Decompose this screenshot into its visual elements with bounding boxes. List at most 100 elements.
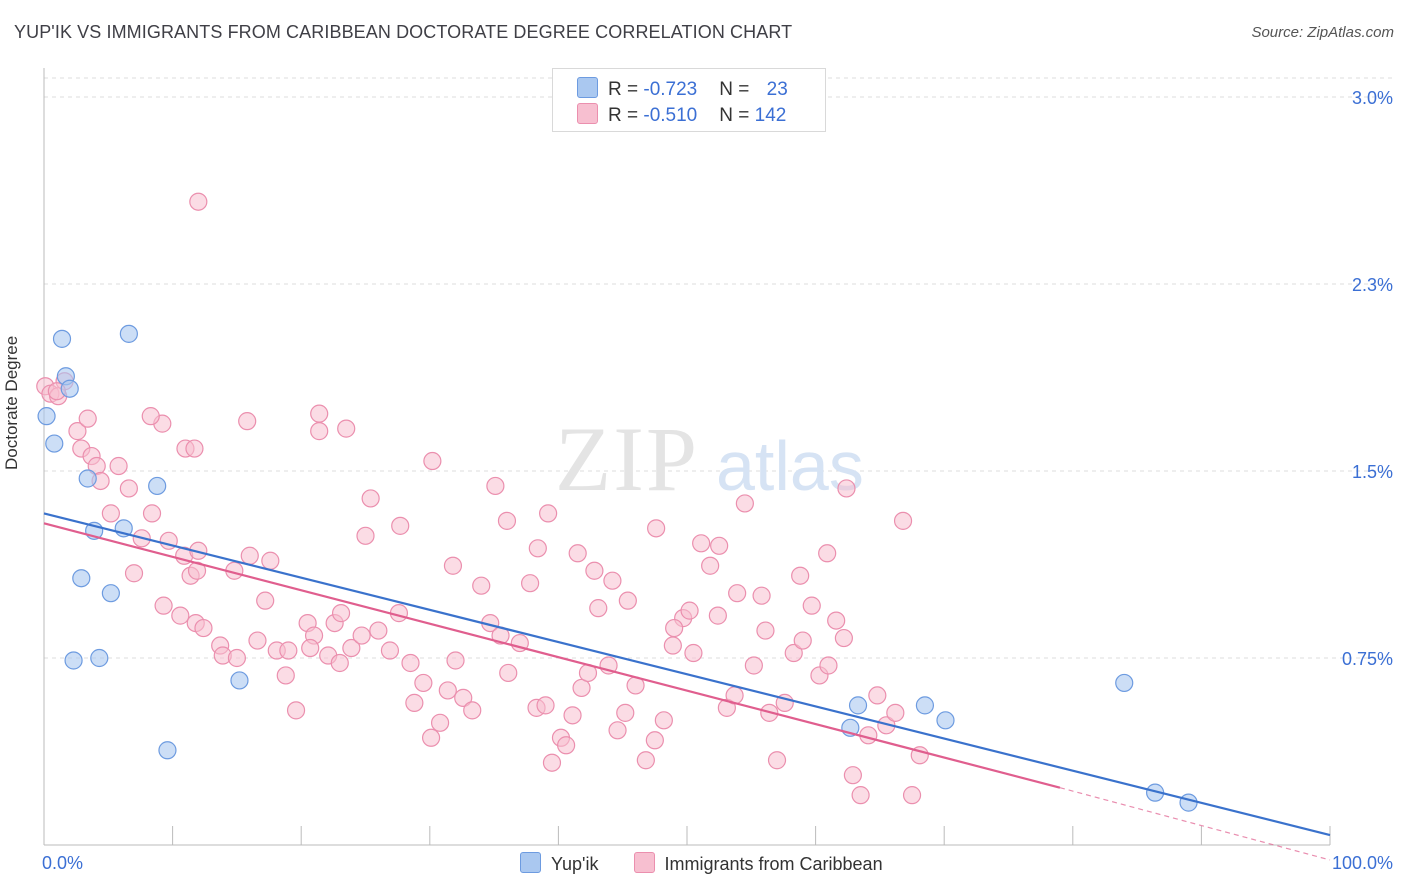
data-point-caribbean: [663, 636, 682, 655]
data-point-caribbean: [791, 566, 810, 585]
data-point-caribbean: [330, 653, 349, 673]
watermark-zip: ZIP: [555, 408, 699, 510]
data-point-caribbean: [636, 751, 655, 770]
data-point-caribbean: [708, 606, 727, 625]
data-point-caribbean: [331, 604, 351, 623]
y-tick-label: 2.3%: [1352, 275, 1393, 295]
data-point-caribbean: [405, 693, 424, 712]
data-point-yupik: [848, 696, 868, 715]
data-point-caribbean: [238, 412, 257, 431]
data-point-yupik: [101, 584, 120, 603]
y-tick-label: 3.0%: [1352, 88, 1393, 108]
data-point-caribbean: [401, 653, 420, 673]
trend-line-caribbean-extension: [1059, 787, 1331, 861]
data-point-caribbean: [361, 489, 380, 508]
series-caribbean: [36, 192, 929, 805]
data-point-yupik: [936, 711, 955, 730]
bottom-legend: Yup'ik Immigrants from Caribbean: [520, 852, 913, 875]
y-tick-label: 1.5%: [1352, 462, 1393, 482]
data-point-caribbean: [240, 546, 259, 565]
data-point-caribbean: [521, 574, 540, 593]
data-point-caribbean: [185, 439, 204, 458]
legend-swatch-caribbean: [577, 103, 598, 124]
legend-n-label: N =: [719, 79, 755, 100]
legend-r-label: R =: [608, 105, 644, 126]
bottom-legend-swatch-caribbean: [633, 852, 655, 873]
data-point-caribbean: [342, 638, 361, 658]
data-point-caribbean: [793, 631, 812, 650]
data-point-caribbean: [227, 648, 246, 668]
data-point-caribbean: [589, 599, 608, 618]
data-point-caribbean: [802, 596, 821, 615]
data-point-caribbean: [752, 586, 771, 605]
data-point-caribbean: [701, 556, 720, 575]
data-point-caribbean: [430, 713, 450, 732]
x-tick-label: 100.0%: [1332, 853, 1393, 873]
trend-line-yupik: [43, 512, 1331, 837]
data-point-caribbean: [542, 753, 562, 772]
legend-r-value: -0.510: [643, 105, 698, 126]
data-point-caribbean: [369, 621, 388, 640]
data-point-caribbean: [557, 736, 576, 755]
data-point-yupik: [915, 696, 935, 715]
data-point-caribbean: [248, 631, 267, 650]
data-point-caribbean: [647, 519, 666, 538]
data-point-caribbean: [423, 451, 442, 471]
data-point-caribbean: [337, 419, 356, 438]
data-point-caribbean: [421, 728, 441, 747]
data-point-caribbean: [310, 404, 329, 423]
bottom-legend-label-caribbean: Immigrants from Caribbean: [664, 854, 883, 874]
data-point-caribbean: [497, 511, 517, 530]
source-label: Source: ZipAtlas.com: [1251, 24, 1394, 41]
data-point-caribbean: [618, 591, 637, 610]
data-point-caribbean: [608, 721, 627, 740]
data-point-caribbean: [356, 526, 375, 545]
trend-line-caribbean: [43, 522, 1061, 789]
data-point-caribbean: [868, 686, 887, 705]
data-point-yupik: [60, 379, 79, 398]
data-point-yupik: [1115, 673, 1134, 693]
data-point-caribbean: [735, 494, 754, 513]
data-point-caribbean: [446, 651, 465, 670]
legend-n-value: 142: [754, 105, 787, 126]
data-point-caribbean: [310, 422, 329, 441]
data-point-caribbean: [101, 504, 120, 523]
data-point-caribbean: [568, 544, 587, 563]
data-point-caribbean: [572, 678, 591, 698]
data-point-caribbean: [463, 701, 482, 720]
chart-title: YUP'IK VS IMMIGRANTS FROM CARIBBEAN DOCT…: [14, 22, 793, 42]
data-point-caribbean: [454, 688, 473, 707]
data-point-caribbean: [142, 504, 162, 523]
data-point-caribbean: [536, 696, 555, 715]
data-point-yupik: [90, 648, 109, 668]
data-point-caribbean: [276, 666, 295, 685]
data-point-yupik: [119, 324, 138, 343]
data-point-yupik: [37, 407, 56, 426]
series-yupik: [37, 324, 1198, 812]
data-point-caribbean: [486, 476, 505, 496]
data-point-caribbean: [819, 656, 838, 675]
data-point-caribbean: [756, 621, 775, 640]
legend-r-value: -0.723: [643, 79, 698, 100]
data-point-caribbean: [539, 504, 558, 523]
data-point-caribbean: [528, 539, 547, 558]
data-point-yupik: [1179, 793, 1198, 812]
legend: R = -0.723 N = 23 R = -0.510 N = 142: [552, 68, 826, 132]
data-point-caribbean: [109, 456, 128, 476]
data-point-caribbean: [472, 576, 491, 595]
trend-lines: [43, 512, 1331, 861]
data-point-caribbean: [893, 511, 913, 530]
data-point-caribbean: [171, 606, 190, 625]
data-point-caribbean: [119, 479, 138, 498]
data-point-caribbean: [827, 611, 846, 630]
data-point-yupik: [230, 671, 249, 690]
legend-r-label: R =: [608, 79, 644, 100]
data-point-yupik: [72, 569, 91, 588]
x-tick-label: 0.0%: [42, 853, 83, 873]
data-point-caribbean: [665, 618, 684, 638]
data-point-caribbean: [380, 641, 400, 660]
data-point-caribbean: [818, 544, 837, 563]
data-point-caribbean: [784, 643, 803, 663]
legend-row-yupik: R = -0.723 N = 23: [577, 77, 788, 101]
